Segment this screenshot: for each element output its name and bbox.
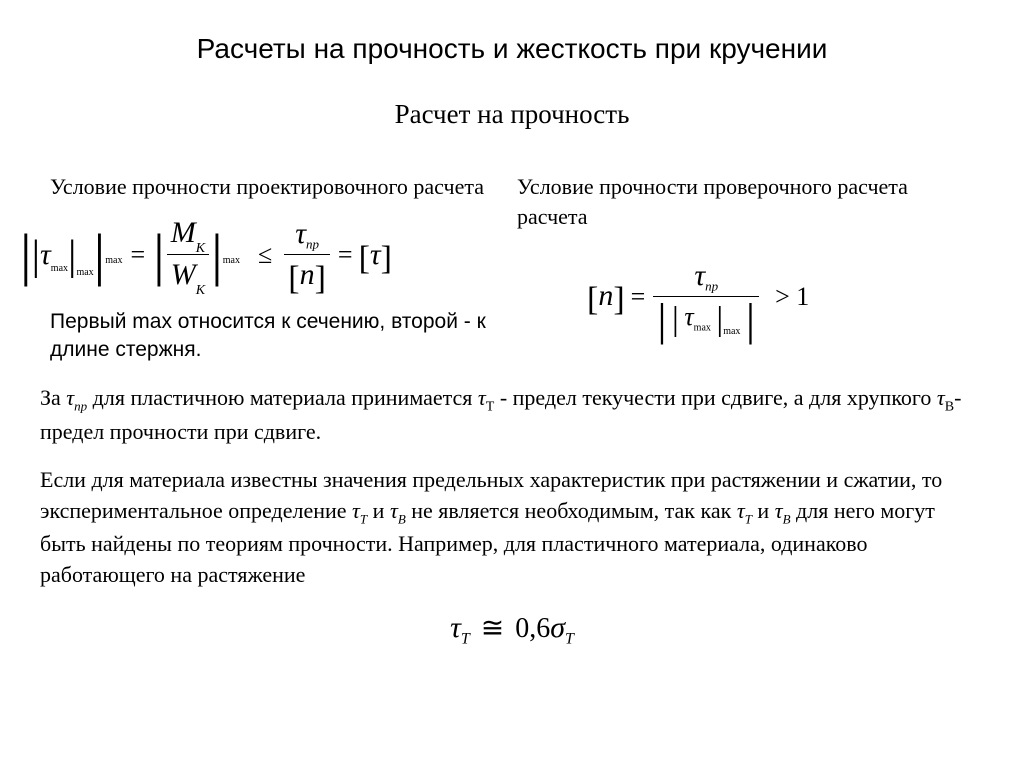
right-condition-label: Условие прочности проверочного расчета р…	[517, 172, 984, 231]
two-column-block: Условие прочности проектировочного расче…	[40, 172, 984, 364]
left-condition-label: Условие прочности проектировочного расче…	[50, 172, 517, 202]
check-equation: [n] = τпр | | τmax |max | > 1	[587, 262, 984, 332]
paragraph-tau-np: За τпр для пластичною материала принимае…	[40, 383, 984, 448]
page-title: Расчеты на прочность и жесткость при кру…	[40, 30, 984, 68]
design-equation: | | τmax |max |max = | MK WK |max ≤ τпр …	[20, 220, 517, 290]
max-note: Первый max относится к сечению, второй -…	[50, 308, 517, 365]
paragraph-theory: Если для материала известны значения пре…	[40, 465, 984, 590]
subtitle: Расчет на прочность	[40, 96, 984, 132]
final-equation: τТ ≅ 0,6σТ	[40, 608, 984, 650]
